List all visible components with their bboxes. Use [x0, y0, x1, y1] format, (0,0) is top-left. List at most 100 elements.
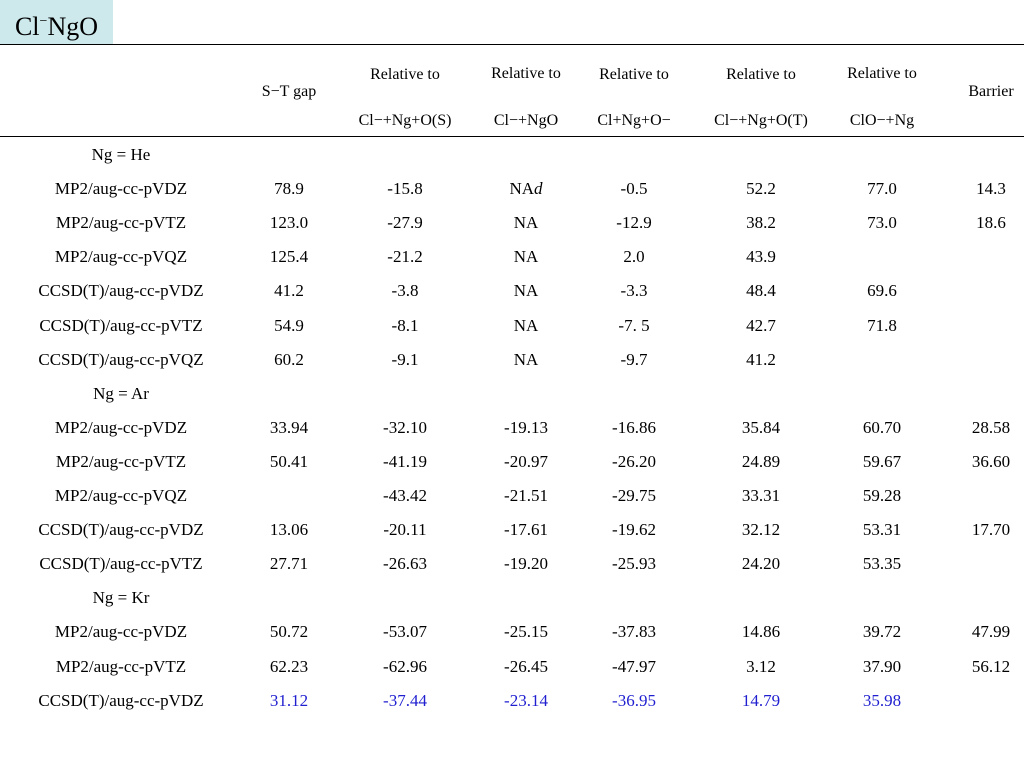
row-method-label: MP2/aug-cc-pVTZ — [55, 656, 187, 676]
cell-value: 31.12 — [269, 690, 309, 710]
header-col6-top: Relative to — [847, 65, 917, 82]
cell-value: NA — [509, 179, 535, 199]
table-cell: 47.99 — [972, 622, 1010, 642]
cell-value: -62.96 — [383, 656, 427, 676]
table-cell: -19.62 — [612, 520, 656, 540]
cell-value: -47.97 — [612, 656, 656, 676]
cell-value: 14.86 — [741, 622, 781, 642]
table-cell: 59.67 — [863, 452, 901, 472]
cell-value: 59.28 — [862, 486, 902, 505]
cell-value: NA — [513, 315, 539, 335]
table-cell: -43.42 — [383, 486, 427, 506]
cell-value: -19.62 — [612, 520, 656, 540]
table-cell: 37.90 — [863, 657, 901, 677]
table-cell: 31.12 — [270, 691, 308, 711]
cell-value: 17.70 — [971, 520, 1011, 540]
row-method-label: CCSD(T)/aug-cc-pVDZ — [38, 520, 204, 540]
cell-value: -41.19 — [383, 451, 427, 471]
table-cell: -0.5 — [621, 179, 648, 199]
table-cell: 60.2 — [274, 350, 304, 370]
table-cell: 42.7 — [746, 316, 776, 336]
cell-value: 78.9 — [274, 179, 304, 199]
cell-value: -0.5 — [620, 179, 648, 199]
table-cell: 62.23 — [270, 657, 308, 677]
table-cell: -7. 5 — [618, 316, 649, 336]
cell-value: 35.98 — [862, 690, 902, 710]
cell-value: 27.71 — [269, 554, 309, 574]
table-cell: NA — [514, 247, 539, 267]
header-barrier: Barrier — [968, 83, 1014, 100]
cell-value: 43.9 — [746, 247, 776, 267]
cell-value: -9.1 — [391, 349, 419, 369]
table-cell: 50.72 — [270, 622, 308, 642]
header-col5-bottom: Cl−+Ng+O(T) — [714, 112, 808, 129]
page-title: Cl−NgO — [0, 0, 113, 44]
row-method-label: MP2/aug-cc-pVQZ — [54, 247, 188, 267]
header-col5-top: Relative to — [726, 66, 796, 83]
cell-value: -25.15 — [504, 622, 548, 642]
cell-value: NA — [513, 281, 539, 301]
table-cell: -19.20 — [504, 554, 548, 574]
table-cell: 48.4 — [746, 281, 776, 301]
cell-value: -19.13 — [504, 417, 548, 437]
title-superscript: − — [39, 14, 48, 29]
cell-value: 32.12 — [741, 520, 781, 540]
cell-value: -20.11 — [383, 520, 427, 540]
table-cell: NA — [514, 281, 539, 301]
cell-value: -37.83 — [612, 622, 656, 642]
cell-value: 60.70 — [862, 417, 902, 437]
title-main: Cl — [14, 12, 40, 41]
table-cell: 43.9 — [746, 247, 776, 267]
cell-value: 56.12 — [971, 656, 1011, 676]
cell-value: -3.3 — [620, 281, 648, 301]
header-col6-bottom: ClO−+Ng — [849, 112, 915, 129]
table-cell: 24.20 — [742, 554, 780, 574]
cell-value: NA — [513, 247, 539, 267]
table-cell: -26.20 — [612, 452, 656, 472]
header-col3-bottom: Cl−+NgO — [493, 112, 559, 129]
row-method-label: CCSD(T)/aug-cc-pVTZ — [39, 554, 203, 574]
row-method-label: MP2/aug-cc-pVDZ — [54, 622, 188, 642]
table-cell: -26.45 — [504, 657, 548, 677]
cell-value: NA — [513, 349, 539, 369]
cell-value: 69.6 — [867, 281, 897, 301]
table-cell: -23.14 — [504, 691, 548, 711]
table-cell: -32.10 — [383, 418, 427, 438]
cell-value: -7. 5 — [618, 315, 650, 335]
row-method-label: CCSD(T)/aug-cc-pVQZ — [38, 349, 204, 369]
cell-value: -26.63 — [383, 554, 427, 574]
cell-value: -37.44 — [383, 690, 427, 710]
table-cell: -53.07 — [383, 622, 427, 642]
cell-value: NA — [513, 213, 539, 233]
cell-value: -26.20 — [612, 451, 656, 471]
header-col3-top: Relative to — [491, 65, 561, 82]
table-cell: 3.12 — [746, 657, 776, 677]
cell-value: 37.90 — [862, 656, 902, 676]
table-cell: 56.12 — [972, 657, 1010, 677]
cell-value: 52.2 — [746, 179, 776, 199]
table-header-rule — [0, 136, 1024, 137]
table-cell: 69.6 — [867, 281, 897, 301]
group-label: Ng = Ar — [93, 383, 149, 403]
table-cell: 33.31 — [742, 486, 780, 506]
table-cell: 35.84 — [742, 418, 780, 438]
table-cell: 123.0 — [270, 213, 308, 233]
table-cell: 28.58 — [972, 418, 1010, 438]
title-rest: NgO — [47, 12, 99, 41]
table-cell: 14.3 — [976, 179, 1006, 199]
cell-value: -36.95 — [612, 690, 656, 710]
cell-value: 50.41 — [269, 451, 309, 471]
table-cell: 14.79 — [742, 691, 780, 711]
cell-value: 71.8 — [867, 315, 897, 335]
table-cell: 77.0 — [867, 179, 897, 199]
cell-value: 53.35 — [862, 554, 902, 574]
table-cell: -19.13 — [504, 418, 548, 438]
row-method-label: CCSD(T)/aug-cc-pVDZ — [38, 281, 204, 301]
cell-value: -26.45 — [504, 656, 548, 676]
row-method-label: MP2/aug-cc-pVDZ — [54, 417, 188, 437]
table-cell: 35.98 — [863, 691, 901, 711]
table-cell: 53.35 — [863, 554, 901, 574]
cell-value: 33.31 — [741, 486, 781, 505]
cell-value: 13.06 — [269, 520, 309, 540]
table-cell: -36.95 — [612, 691, 656, 711]
